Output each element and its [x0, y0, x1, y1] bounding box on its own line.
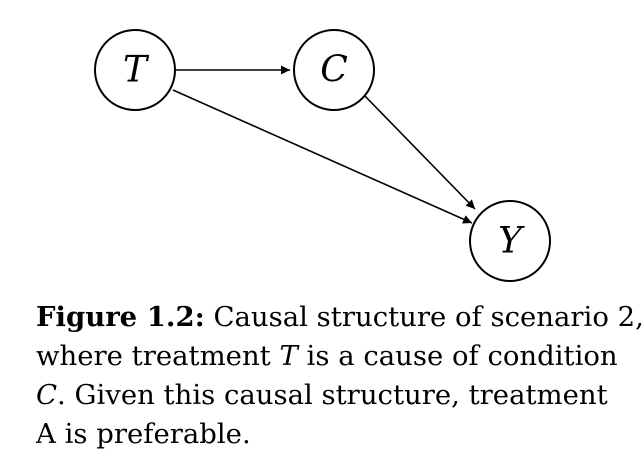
- caption-text-4: A is preferable.: [36, 418, 251, 450]
- node-t: T: [94, 29, 176, 111]
- caption-math-t: T: [279, 340, 298, 372]
- node-c-label: C: [320, 50, 348, 91]
- caption-text-3: . Given this causal structure, treatment: [57, 379, 608, 411]
- caption-text-1: Causal structure of scenario 2,: [204, 301, 642, 333]
- edge-c-to-y: [361, 92, 476, 210]
- node-c: C: [293, 29, 375, 111]
- caption-text-2b: is a cause of condition: [297, 340, 618, 372]
- caption-line-1: Figure 1.2: Causal structure of scenario…: [36, 298, 642, 337]
- figure-label: Figure 1.2:: [36, 301, 205, 333]
- caption-line-2: where treatment T is a cause of conditio…: [36, 337, 626, 376]
- caption-text-2a: where treatment: [36, 340, 280, 372]
- caption-math-c: C: [36, 379, 58, 411]
- caption-line-4: A is preferable.: [36, 415, 626, 454]
- caption-line-3: C. Given this causal structure, treatmen…: [36, 376, 626, 415]
- causal-diagram: T C Y: [94, 29, 551, 282]
- edge-t-to-y: [172, 89, 473, 224]
- node-y-label: Y: [498, 221, 525, 262]
- node-y: Y: [469, 200, 551, 282]
- node-t-label: T: [123, 50, 150, 91]
- figure-caption: Figure 1.2: Causal structure of scenario…: [36, 298, 642, 454]
